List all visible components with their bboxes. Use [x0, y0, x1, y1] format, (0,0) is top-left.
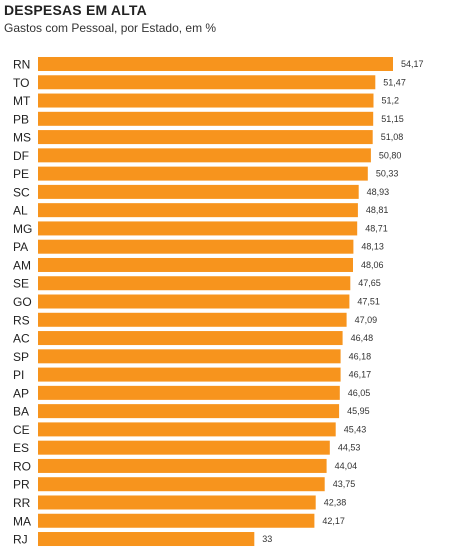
bar-sc — [38, 184, 359, 199]
category-label-df: DF — [13, 149, 29, 163]
value-label-se: 47,65 — [358, 278, 381, 288]
bar-ba — [38, 404, 340, 419]
bar-es — [38, 440, 330, 455]
value-label-ma: 42,17 — [322, 516, 345, 526]
chart-title: DESPESAS EM ALTA — [4, 2, 147, 18]
value-label-mt: 51,2 — [382, 96, 400, 106]
bar-al — [38, 203, 358, 218]
bar-se — [38, 276, 351, 291]
category-label-go: GO — [13, 295, 32, 309]
bar-rr — [38, 495, 316, 510]
category-label-rn: RN — [13, 58, 30, 72]
value-label-ms: 51,08 — [381, 132, 404, 142]
category-label-ro: RO — [13, 459, 31, 473]
value-label-pa: 48,13 — [361, 242, 384, 252]
category-label-al: AL — [13, 204, 28, 218]
bar-mg — [38, 221, 358, 236]
category-label-ms: MS — [13, 131, 31, 145]
value-label-pr: 43,75 — [333, 479, 356, 489]
category-label-ap: AP — [13, 386, 29, 400]
bar-rj — [38, 532, 255, 547]
value-label-rr: 42,38 — [324, 497, 347, 507]
bar-rs — [38, 312, 347, 327]
category-label-ma: MA — [13, 514, 31, 528]
category-label-pa: PA — [13, 240, 28, 254]
bar-pa — [38, 239, 354, 254]
category-label-ac: AC — [13, 332, 30, 346]
category-label-ba: BA — [13, 405, 29, 419]
category-label-sc: SC — [13, 185, 30, 199]
bar-to — [38, 75, 376, 90]
value-label-ce: 45,43 — [344, 424, 367, 434]
value-label-rs: 47,09 — [355, 315, 378, 325]
value-label-ap: 46,05 — [348, 388, 371, 398]
bar-rn — [38, 57, 393, 71]
category-label-pi: PI — [13, 368, 24, 382]
value-label-ac: 46,48 — [351, 333, 374, 343]
value-label-rn: 54,17 — [401, 59, 424, 69]
category-label-to: TO — [13, 76, 29, 90]
value-label-ba: 45,95 — [347, 406, 370, 416]
value-label-es: 44,53 — [338, 443, 361, 453]
bar-ms — [38, 130, 373, 145]
category-label-pe: PE — [13, 167, 29, 181]
category-label-rs: RS — [13, 313, 30, 327]
bar-sp — [38, 349, 341, 364]
category-label-pr: PR — [13, 478, 30, 492]
category-label-mg: MG — [13, 222, 32, 236]
value-label-pi: 46,17 — [349, 370, 372, 380]
value-label-am: 48,06 — [361, 260, 384, 270]
bar-ac — [38, 331, 343, 346]
value-label-mg: 48,71 — [365, 223, 388, 233]
value-label-to: 51,47 — [383, 77, 406, 87]
value-label-pe: 50,33 — [376, 169, 399, 179]
value-label-pb: 51,15 — [381, 114, 404, 124]
value-label-sp: 46,18 — [349, 351, 372, 361]
category-label-sp: SP — [13, 350, 29, 364]
value-label-al: 48,81 — [366, 205, 389, 215]
category-label-ce: CE — [13, 423, 30, 437]
bar-df — [38, 148, 371, 163]
value-label-rj: 33 — [262, 534, 272, 544]
category-label-am: AM — [13, 258, 31, 272]
value-label-go: 47,51 — [357, 297, 380, 307]
value-label-sc: 48,93 — [367, 187, 390, 197]
bar-ro — [38, 458, 327, 473]
bar-ap — [38, 385, 340, 400]
category-label-rr: RR — [13, 496, 31, 510]
category-label-rj: RJ — [13, 533, 28, 547]
category-label-mt: MT — [13, 94, 31, 108]
bar-ma — [38, 513, 315, 528]
bar-pi — [38, 367, 341, 382]
bar-am — [38, 257, 353, 272]
category-label-es: ES — [13, 441, 29, 455]
bar-go — [38, 294, 350, 309]
bar-pr — [38, 477, 325, 492]
bar-ce — [38, 422, 336, 437]
category-label-se: SE — [13, 277, 29, 291]
bar-pb — [38, 111, 374, 126]
chart-subtitle: Gastos com Pessoal, por Estado, em % — [4, 21, 217, 35]
category-label-pb: PB — [13, 112, 29, 126]
bar-pe — [38, 166, 368, 181]
bar-mt — [38, 93, 374, 108]
value-label-df: 50,80 — [379, 150, 402, 160]
value-label-ro: 44,04 — [335, 461, 358, 471]
